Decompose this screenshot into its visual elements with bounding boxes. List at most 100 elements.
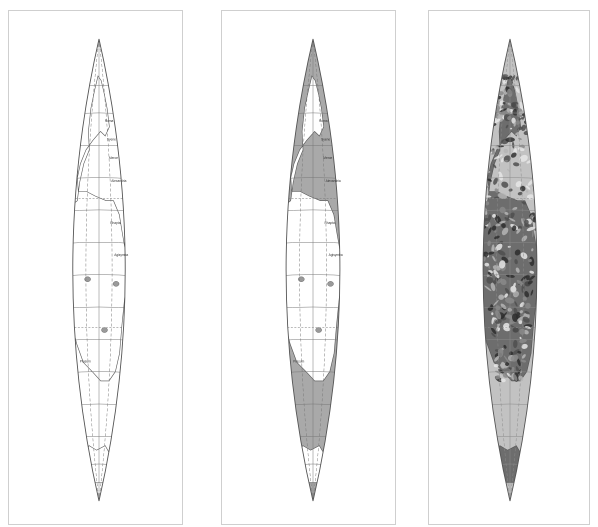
relief-mark: [485, 128, 489, 134]
relief-mark: [500, 278, 507, 286]
relief-mark: [491, 99, 495, 103]
relief-mark: [521, 218, 525, 227]
relief-mark: [490, 282, 496, 292]
relief-mark: [513, 307, 518, 314]
relief-mark: [509, 127, 513, 130]
relief-mark: [485, 201, 490, 206]
relief-mark: [512, 349, 520, 356]
relief-mark: [529, 270, 535, 274]
relief-mark: [511, 152, 517, 158]
relief-mark: [503, 322, 510, 329]
place-label: Agisymba: [114, 253, 128, 257]
relief-mark: [515, 120, 520, 125]
relief-mark: [483, 156, 486, 160]
gore-edge: [72, 38, 126, 502]
relief-mark: [498, 294, 505, 300]
relief-mark: [514, 300, 518, 307]
relief-mark: [512, 207, 518, 211]
relief-mark: [491, 99, 494, 108]
relief-mark: [483, 121, 493, 128]
relief-mark: [495, 223, 501, 227]
relief-mark: [510, 354, 519, 362]
relief-mark: [497, 278, 503, 284]
relief-mark: [497, 193, 508, 199]
relief-mark: [492, 265, 501, 271]
place-label: Syene: [321, 138, 330, 142]
gore-place-labels: Alexandria Agisymba Prasum Rhapta Meroe …: [293, 119, 343, 363]
relief-mark: [491, 85, 497, 95]
relief-mark: [519, 336, 522, 340]
relief-mark: [504, 297, 515, 304]
relief-mark: [525, 190, 529, 193]
relief-mark: [517, 225, 522, 230]
globe-gore-relief-map: [482, 38, 538, 502]
globe-gore-panel-outline: Alexandria Agisymba Prasum Rhapta Meroe …: [8, 10, 183, 525]
relief-mark: [520, 252, 528, 260]
relief-mark: [518, 117, 524, 120]
relief-mark: [513, 339, 518, 349]
relief-mark: [487, 240, 491, 247]
relief-mark: [484, 262, 490, 267]
relief-mark: [511, 117, 516, 124]
relief-mark: [521, 75, 529, 79]
relief-mark: [520, 185, 526, 192]
relief-mark: [504, 211, 509, 215]
relief-mark: [483, 175, 488, 179]
relief-mark: [526, 194, 535, 200]
relief-mark: [527, 280, 533, 285]
relief-mark: [506, 108, 513, 115]
relief-mark: [494, 188, 499, 193]
relief-mark: [483, 251, 489, 258]
relief-mark: [495, 145, 500, 150]
gore-outline: [285, 38, 341, 502]
relief-mark: [500, 361, 505, 369]
relief-mark: [501, 158, 504, 163]
relief-mark: [483, 256, 486, 262]
relief-mark: [493, 363, 499, 368]
relief-mark: [485, 111, 493, 119]
relief-mark: [505, 362, 510, 367]
relief-mark: [487, 97, 494, 104]
relief-mark: [507, 115, 512, 121]
relief-mark: [525, 101, 533, 110]
place-label: Prasum: [293, 359, 304, 363]
relief-mark: [513, 84, 520, 94]
relief-mark: [483, 151, 489, 160]
relief-mark: [524, 311, 530, 315]
place-label: Meroe: [323, 156, 332, 160]
relief-mark: [503, 355, 510, 364]
relief-mark: [494, 355, 500, 362]
relief-mark: [500, 312, 508, 320]
relief-mark: [501, 223, 506, 229]
meridian-line: [496, 39, 511, 501]
relief-mark: [486, 119, 492, 125]
relief-mark: [511, 313, 519, 322]
relief-mark: [494, 235, 500, 240]
relief-mark: [498, 240, 504, 245]
place-label: Prasum: [80, 359, 91, 363]
relief-mark: [494, 230, 497, 233]
relief-mark: [513, 291, 519, 298]
relief-mark: [508, 217, 516, 222]
relief-mark: [520, 275, 528, 281]
relief-mark: [531, 248, 534, 252]
relief-mark: [529, 214, 534, 219]
relief-mark: [487, 105, 493, 110]
relief-mark: [512, 374, 518, 381]
relief-mark: [495, 243, 503, 251]
relief-mark: [485, 195, 492, 198]
relief-mark: [521, 359, 527, 363]
relief-mark: [492, 255, 496, 262]
relief-mark: [507, 307, 512, 312]
globe-gore-panel-land-water: Alexandria Agisymba Prasum Rhapta Meroe …: [221, 10, 396, 525]
relief-mark: [508, 188, 513, 192]
place-label: Rhapta: [325, 221, 336, 225]
relief-mark: [511, 366, 515, 372]
relief-mark: [519, 328, 526, 335]
relief-mark: [508, 367, 513, 370]
relief-mark: [517, 350, 522, 354]
relief-mark: [499, 108, 508, 112]
relief-mark: [524, 97, 530, 103]
relief-mark: [488, 251, 495, 255]
relief-mark: [487, 105, 496, 111]
